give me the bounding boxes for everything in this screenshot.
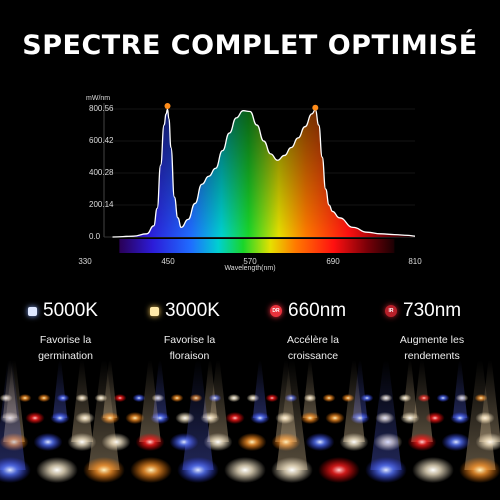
y-tick: 200.14 [89,200,114,209]
light-beam [302,360,318,418]
led-light-spot [271,457,313,483]
led-light-spot [203,433,233,451]
warm-led-icon [150,306,159,316]
light-beam [182,360,214,470]
legend-desc: Augmente les [399,334,465,346]
led-light-spot [339,433,369,451]
x-axis-label: Wavelength(nm) [224,265,276,272]
led-light-spot [135,433,165,451]
led-light-spot [67,433,97,451]
y-tick: 400.28 [89,168,114,177]
led-light-spot [18,394,32,402]
y-tick: 600.42 [89,136,114,145]
led-light-spot [83,457,125,483]
legend-item-3000k: 3000K Favorise la floraison [150,300,270,364]
light-beam [343,360,365,442]
light-beam [452,360,468,418]
light-beam [52,360,68,418]
light-beam [207,360,229,442]
legend-desc: Accélère la [287,334,339,346]
y-tick: 0.0 [89,232,101,241]
led-light-spot [225,412,245,424]
y-tick: 800.56 [89,104,114,113]
spectrum-line [112,108,416,238]
light-beam [139,360,161,442]
x-tick: 570 [243,257,257,266]
led-light-spot [441,433,471,451]
legend-item-730nm: IR 730nm Augmente les rendements [385,300,500,364]
led-light-spot [177,457,219,483]
peak-marker [312,104,319,111]
deep-red-led-icon: DR [270,305,282,317]
led-light-spot [325,412,345,424]
x-tick: 330 [78,257,92,266]
legend-item-660nm: DR 660nm Accélère la croissance [270,300,390,364]
led-light-spot [318,457,360,483]
peak-marker [164,103,171,109]
led-light-spot [0,457,31,483]
led-light-spot [436,394,450,402]
x-tick: 690 [326,257,340,266]
x-tick: 450 [161,257,175,266]
spectrum-area-shade [112,109,415,237]
led-light-spot [37,394,51,402]
led-light-spot [412,457,454,483]
legend-label: 3000K [165,300,220,321]
led-light-spot [25,412,45,424]
led-light-spot [250,412,270,424]
led-light-spot [132,394,146,402]
led-light-spot [50,412,70,424]
infrared-led-icon: IR [385,305,397,317]
legend-desc: Favorise la [39,334,92,346]
legend-desc: Favorise la [163,334,216,346]
led-light-spot [227,394,241,402]
light-beam [276,360,308,470]
light-beam [370,360,402,470]
led-light-spot [125,412,145,424]
light-beam [402,360,418,418]
light-beam [252,360,268,418]
x-tick: 810 [408,257,422,266]
legend-label: 5000K [43,300,98,321]
legend-desc: floraison [169,350,210,362]
light-beam [71,360,93,442]
white-led-icon [28,306,37,316]
led-light-spot [170,394,184,402]
led-light-stage-illustration [0,360,500,483]
led-light-spot [265,394,279,402]
light-beam [464,360,496,470]
led-light-spot [450,412,470,424]
led-light-spot [237,433,267,451]
led-light-spot [36,457,78,483]
spectrum-chart [103,103,416,253]
led-light-spot [130,457,172,483]
led-light-spot [33,433,63,451]
legend-desc: rendements [404,350,460,362]
led-light-spot [113,394,127,402]
light-beam [411,360,433,442]
led-light-spot [459,457,500,483]
led-light-spot [224,457,266,483]
legend-item-5000k: 5000K Favorise la germination [28,300,148,364]
led-light-spot [407,433,437,451]
spectrum-color-bar [119,239,395,253]
y-axis-label: mW/nm [86,95,111,102]
led-light-spot [300,412,320,424]
led-light-spot [322,394,336,402]
led-light-spot [305,433,335,451]
light-beam [88,360,120,470]
light-beam [0,360,26,470]
page-title: SPECTRE COMPLET OPTIMISÉ [22,30,478,61]
legend-label: 730nm [403,300,462,321]
legend-label: 660nm [288,300,347,321]
legend-desc: germination [38,350,93,362]
led-light-spot [365,457,407,483]
legend-desc: croissance [287,350,339,362]
